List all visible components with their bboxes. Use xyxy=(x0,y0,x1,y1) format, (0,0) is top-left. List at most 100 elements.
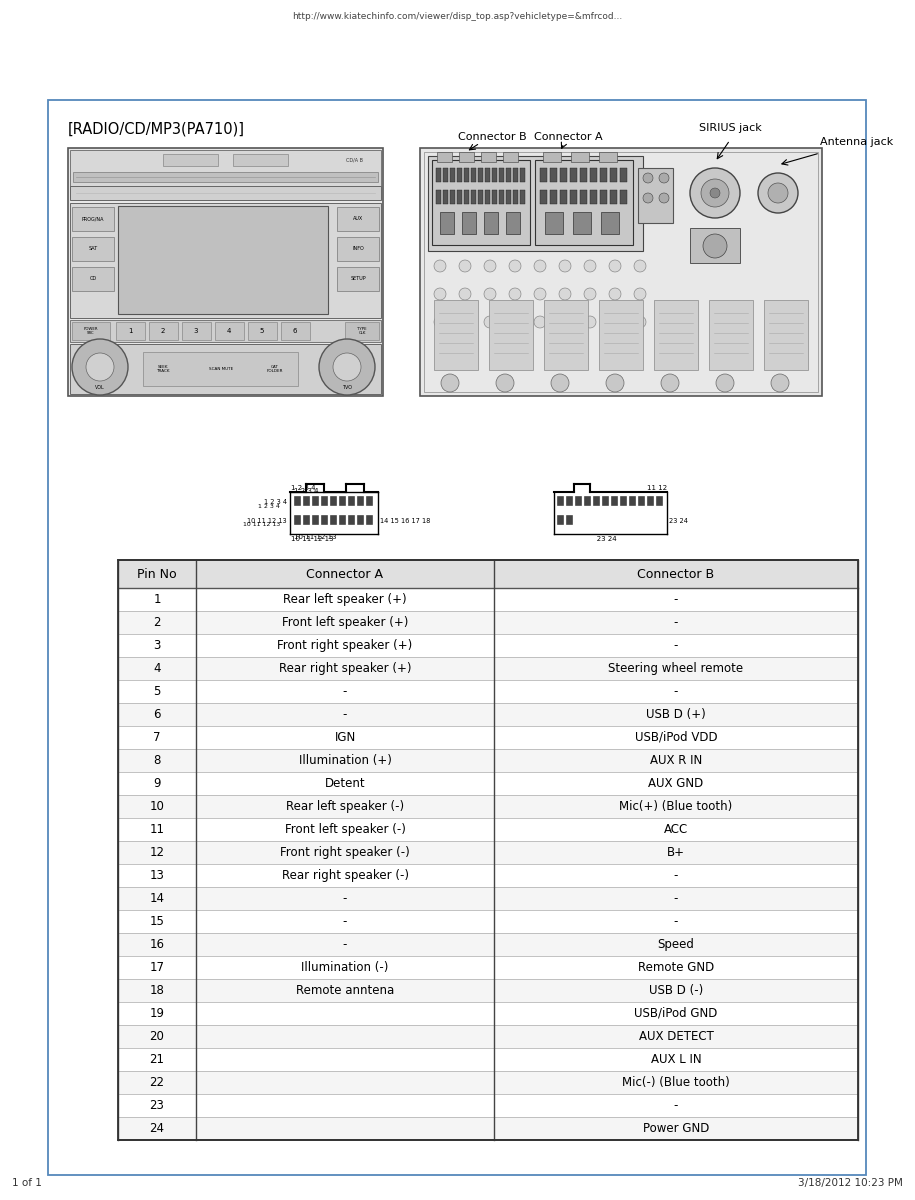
Text: 3/18/2012 10:23 PM: 3/18/2012 10:23 PM xyxy=(798,1178,903,1188)
Text: Connector B: Connector B xyxy=(638,568,715,581)
Text: 1 2 3 4: 1 2 3 4 xyxy=(291,485,316,491)
Bar xyxy=(570,168,577,182)
Bar xyxy=(321,496,327,505)
Bar xyxy=(503,152,518,162)
Circle shape xyxy=(634,260,646,272)
Bar xyxy=(163,154,218,166)
Bar xyxy=(593,496,599,505)
Text: 1 2 3 4: 1 2 3 4 xyxy=(294,488,318,494)
Text: 14 15 16 17 18: 14 15 16 17 18 xyxy=(380,518,430,524)
Bar xyxy=(440,212,454,234)
Bar xyxy=(560,190,567,204)
Bar xyxy=(462,212,476,234)
Circle shape xyxy=(716,374,734,392)
Text: Rear left speaker (-): Rear left speaker (-) xyxy=(285,800,404,814)
Bar xyxy=(485,168,490,182)
Circle shape xyxy=(710,188,720,198)
Text: -: - xyxy=(343,914,347,928)
Text: Remote GND: Remote GND xyxy=(638,961,714,974)
Bar xyxy=(638,168,673,223)
Bar xyxy=(481,152,496,162)
Bar xyxy=(656,496,662,505)
Bar xyxy=(118,910,858,934)
Circle shape xyxy=(606,374,624,392)
Bar xyxy=(506,190,511,204)
Bar xyxy=(118,1117,858,1140)
Bar xyxy=(457,190,462,204)
Bar xyxy=(545,212,563,234)
Bar xyxy=(599,300,643,370)
Text: 18: 18 xyxy=(149,984,165,997)
Bar xyxy=(550,168,557,182)
Bar xyxy=(233,154,288,166)
Circle shape xyxy=(459,288,471,300)
Text: TVO: TVO xyxy=(342,385,352,390)
Bar xyxy=(118,680,858,703)
Circle shape xyxy=(609,260,621,272)
Bar xyxy=(118,726,858,749)
Bar xyxy=(303,496,309,505)
Circle shape xyxy=(441,374,459,392)
Text: -: - xyxy=(343,892,347,905)
Bar xyxy=(118,887,858,910)
Text: Steering wheel remote: Steering wheel remote xyxy=(608,662,744,674)
Bar xyxy=(72,206,114,230)
Text: 22: 22 xyxy=(149,1076,165,1090)
Bar xyxy=(506,168,511,182)
Text: Front left speaker (-): Front left speaker (-) xyxy=(285,823,405,836)
Bar xyxy=(459,152,474,162)
Bar xyxy=(436,190,441,204)
Text: 1 2 3 4: 1 2 3 4 xyxy=(258,504,280,510)
Text: -: - xyxy=(673,685,678,698)
Circle shape xyxy=(459,260,471,272)
Bar xyxy=(602,496,608,505)
Bar xyxy=(366,496,372,505)
Circle shape xyxy=(643,173,653,182)
Bar xyxy=(118,956,858,979)
Circle shape xyxy=(703,234,727,258)
Bar xyxy=(478,168,483,182)
Circle shape xyxy=(534,288,546,300)
Bar xyxy=(312,496,318,505)
Bar xyxy=(450,168,455,182)
Text: Illumination (+): Illumination (+) xyxy=(298,754,392,767)
Bar xyxy=(312,515,318,524)
Bar xyxy=(457,168,462,182)
Text: 12: 12 xyxy=(149,846,165,859)
Bar xyxy=(118,658,858,680)
Text: SETUP: SETUP xyxy=(350,276,366,282)
Bar xyxy=(72,322,110,340)
Text: Front right speaker (+): Front right speaker (+) xyxy=(277,638,413,652)
Text: AUX DETECT: AUX DETECT xyxy=(639,1030,714,1043)
Bar xyxy=(337,236,379,260)
Bar xyxy=(570,190,577,204)
Bar xyxy=(339,496,345,505)
Circle shape xyxy=(771,374,789,392)
Bar xyxy=(450,190,455,204)
Bar xyxy=(149,322,178,340)
Text: USB D (+): USB D (+) xyxy=(646,708,705,721)
Bar xyxy=(118,560,858,588)
Text: -: - xyxy=(673,914,678,928)
Text: Mic(+) (Blue tooth): Mic(+) (Blue tooth) xyxy=(619,800,733,814)
Text: PROG/NA: PROG/NA xyxy=(81,216,104,222)
Bar xyxy=(118,634,858,658)
Bar xyxy=(464,168,469,182)
Text: 6: 6 xyxy=(153,708,161,721)
Bar xyxy=(215,322,244,340)
Bar xyxy=(590,168,597,182)
Text: -: - xyxy=(673,1099,678,1112)
Bar xyxy=(629,496,635,505)
Circle shape xyxy=(584,260,596,272)
Text: INFO: INFO xyxy=(352,246,364,252)
Text: 1 of 1: 1 of 1 xyxy=(12,1178,42,1188)
Bar xyxy=(484,212,498,234)
Bar xyxy=(620,190,627,204)
Bar xyxy=(330,496,336,505)
Bar xyxy=(70,203,381,318)
Bar xyxy=(492,168,497,182)
Bar xyxy=(513,190,518,204)
Circle shape xyxy=(659,173,669,182)
Text: 3: 3 xyxy=(154,638,161,652)
Text: 8: 8 xyxy=(154,754,161,767)
